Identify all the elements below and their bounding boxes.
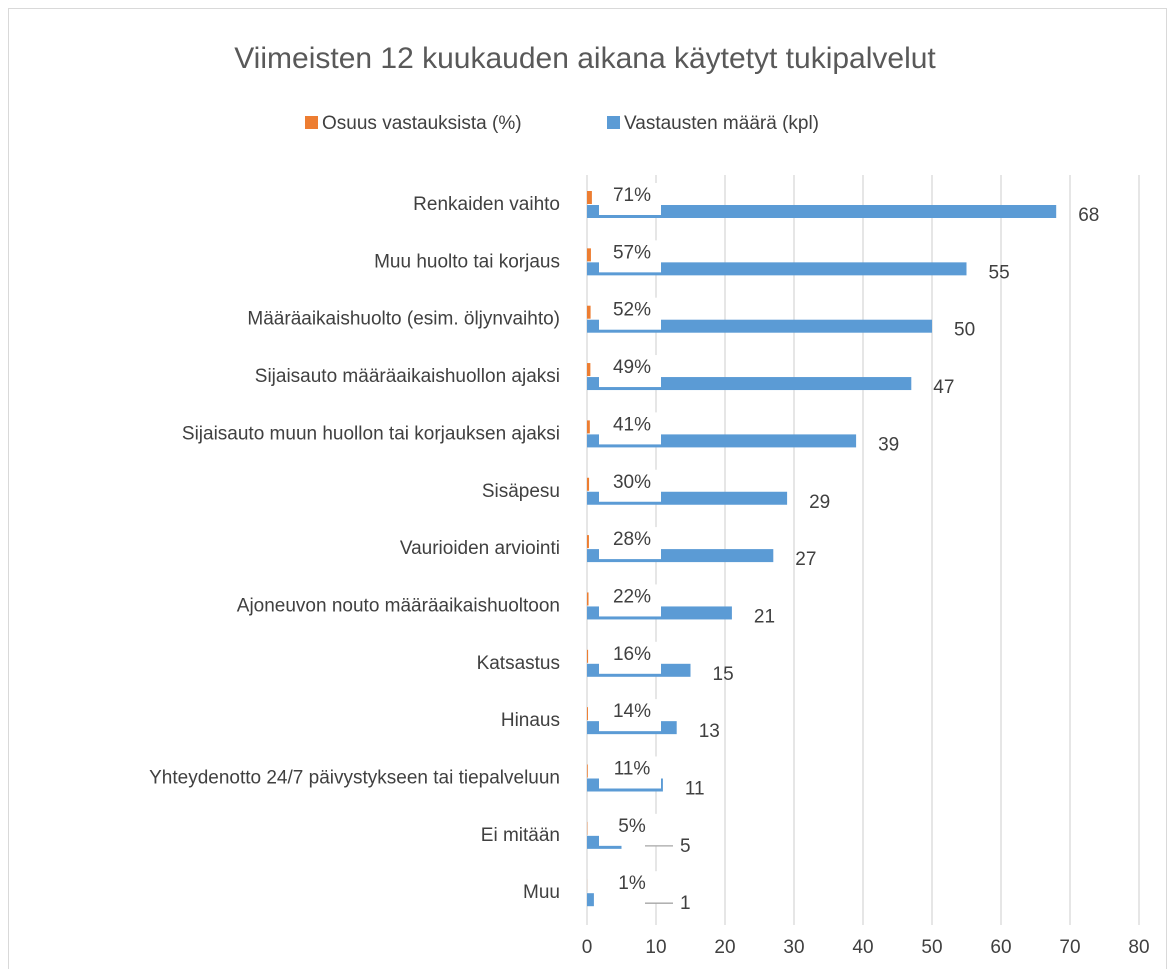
y-tick-label: Muu [523,882,560,903]
x-tick-label: 50 [921,937,942,958]
x-tick-label: 80 [1128,937,1149,958]
label-box [599,183,661,215]
data-label: 68 [1078,205,1099,226]
data-label: 30% [613,472,651,493]
data-label: 47 [933,377,954,398]
bar [587,764,588,778]
data-label: 5% [618,816,646,837]
legend-label: Osuus vastauksista (%) [322,113,522,134]
y-tick-label: Sijaisauto muun huollon tai korjauksen a… [182,423,560,444]
x-tick-label: 70 [1059,937,1080,958]
label-box [599,297,661,330]
x-tick-label: 30 [783,937,804,958]
label-box [599,699,661,732]
y-tick-label: Ei mitään [481,825,560,846]
legend-label: Vastausten määrä (kpl) [624,113,819,134]
bar [587,305,591,319]
bar [587,477,590,491]
bar [587,592,589,606]
x-tick-label: 0 [582,937,593,958]
y-tick-label: Vaurioiden arviointi [400,538,560,559]
data-label: 27 [795,549,816,570]
y-tick-label: Renkaiden vaihto [413,194,560,215]
bar [587,248,591,262]
x-tick-label: 10 [645,937,666,958]
data-label: 41% [613,414,651,435]
data-label: 16% [613,644,651,665]
label-box [599,641,661,674]
x-tick-label: 60 [990,937,1011,958]
bar [587,205,1057,218]
y-tick-label: Yhteydenotto 24/7 päivystykseen tai tiep… [149,768,560,789]
bar [587,191,592,204]
bar [587,319,932,333]
label-box [599,871,661,904]
data-label: 52% [613,300,651,321]
y-tick-label: Hinaus [501,710,560,731]
bar [587,535,589,549]
data-label: 13 [699,721,720,742]
y-tick-label: Sijaisauto määräaikaishuollon ajaksi [255,366,560,387]
bar [587,363,591,377]
legend-swatch [305,116,318,129]
data-label: 39 [878,434,899,455]
data-label: 1% [618,873,646,894]
y-tick-label: Määräaikaishuolto (esim. öljynvaihto) [247,309,560,330]
data-label: 5 [680,836,691,857]
label-box [599,813,661,846]
legend-swatch [607,116,620,129]
label-box [599,756,661,789]
label-box [599,412,661,445]
y-tick-label: Muu huolto tai korjaus [374,251,560,272]
label-box [599,584,661,617]
y-tick-label: Ajoneuvon nouto määräaikaishuoltoon [237,595,560,616]
data-label: 28% [613,529,651,550]
y-tick-label: Katsastus [477,653,560,674]
data-label: 22% [613,586,651,607]
data-label: 50 [954,320,975,341]
chart-title: Viimeisten 12 kuukauden aikana käytetyt … [234,42,936,75]
data-label: 21 [754,606,775,627]
data-label: 49% [613,357,651,378]
y-tick-label: Sisäpesu [482,481,560,502]
label-box [599,527,661,560]
data-label: 15 [713,664,734,685]
bar [587,707,588,721]
label-box [599,469,661,502]
data-label: 29 [809,492,830,513]
data-label: 71% [613,185,651,206]
bar [587,649,589,663]
bar [587,893,594,907]
bar [587,377,912,391]
label-box [599,240,661,273]
x-tick-label: 40 [852,937,873,958]
data-label: 57% [613,242,651,263]
data-label: 55 [989,262,1010,283]
label-box [599,355,661,388]
data-label: 11 [685,779,705,800]
bar [587,262,967,276]
x-tick-label: 20 [714,937,735,958]
data-label: 14% [613,701,651,722]
data-label: 1 [680,893,691,914]
data-label: 11% [614,759,651,780]
bar [587,420,590,434]
